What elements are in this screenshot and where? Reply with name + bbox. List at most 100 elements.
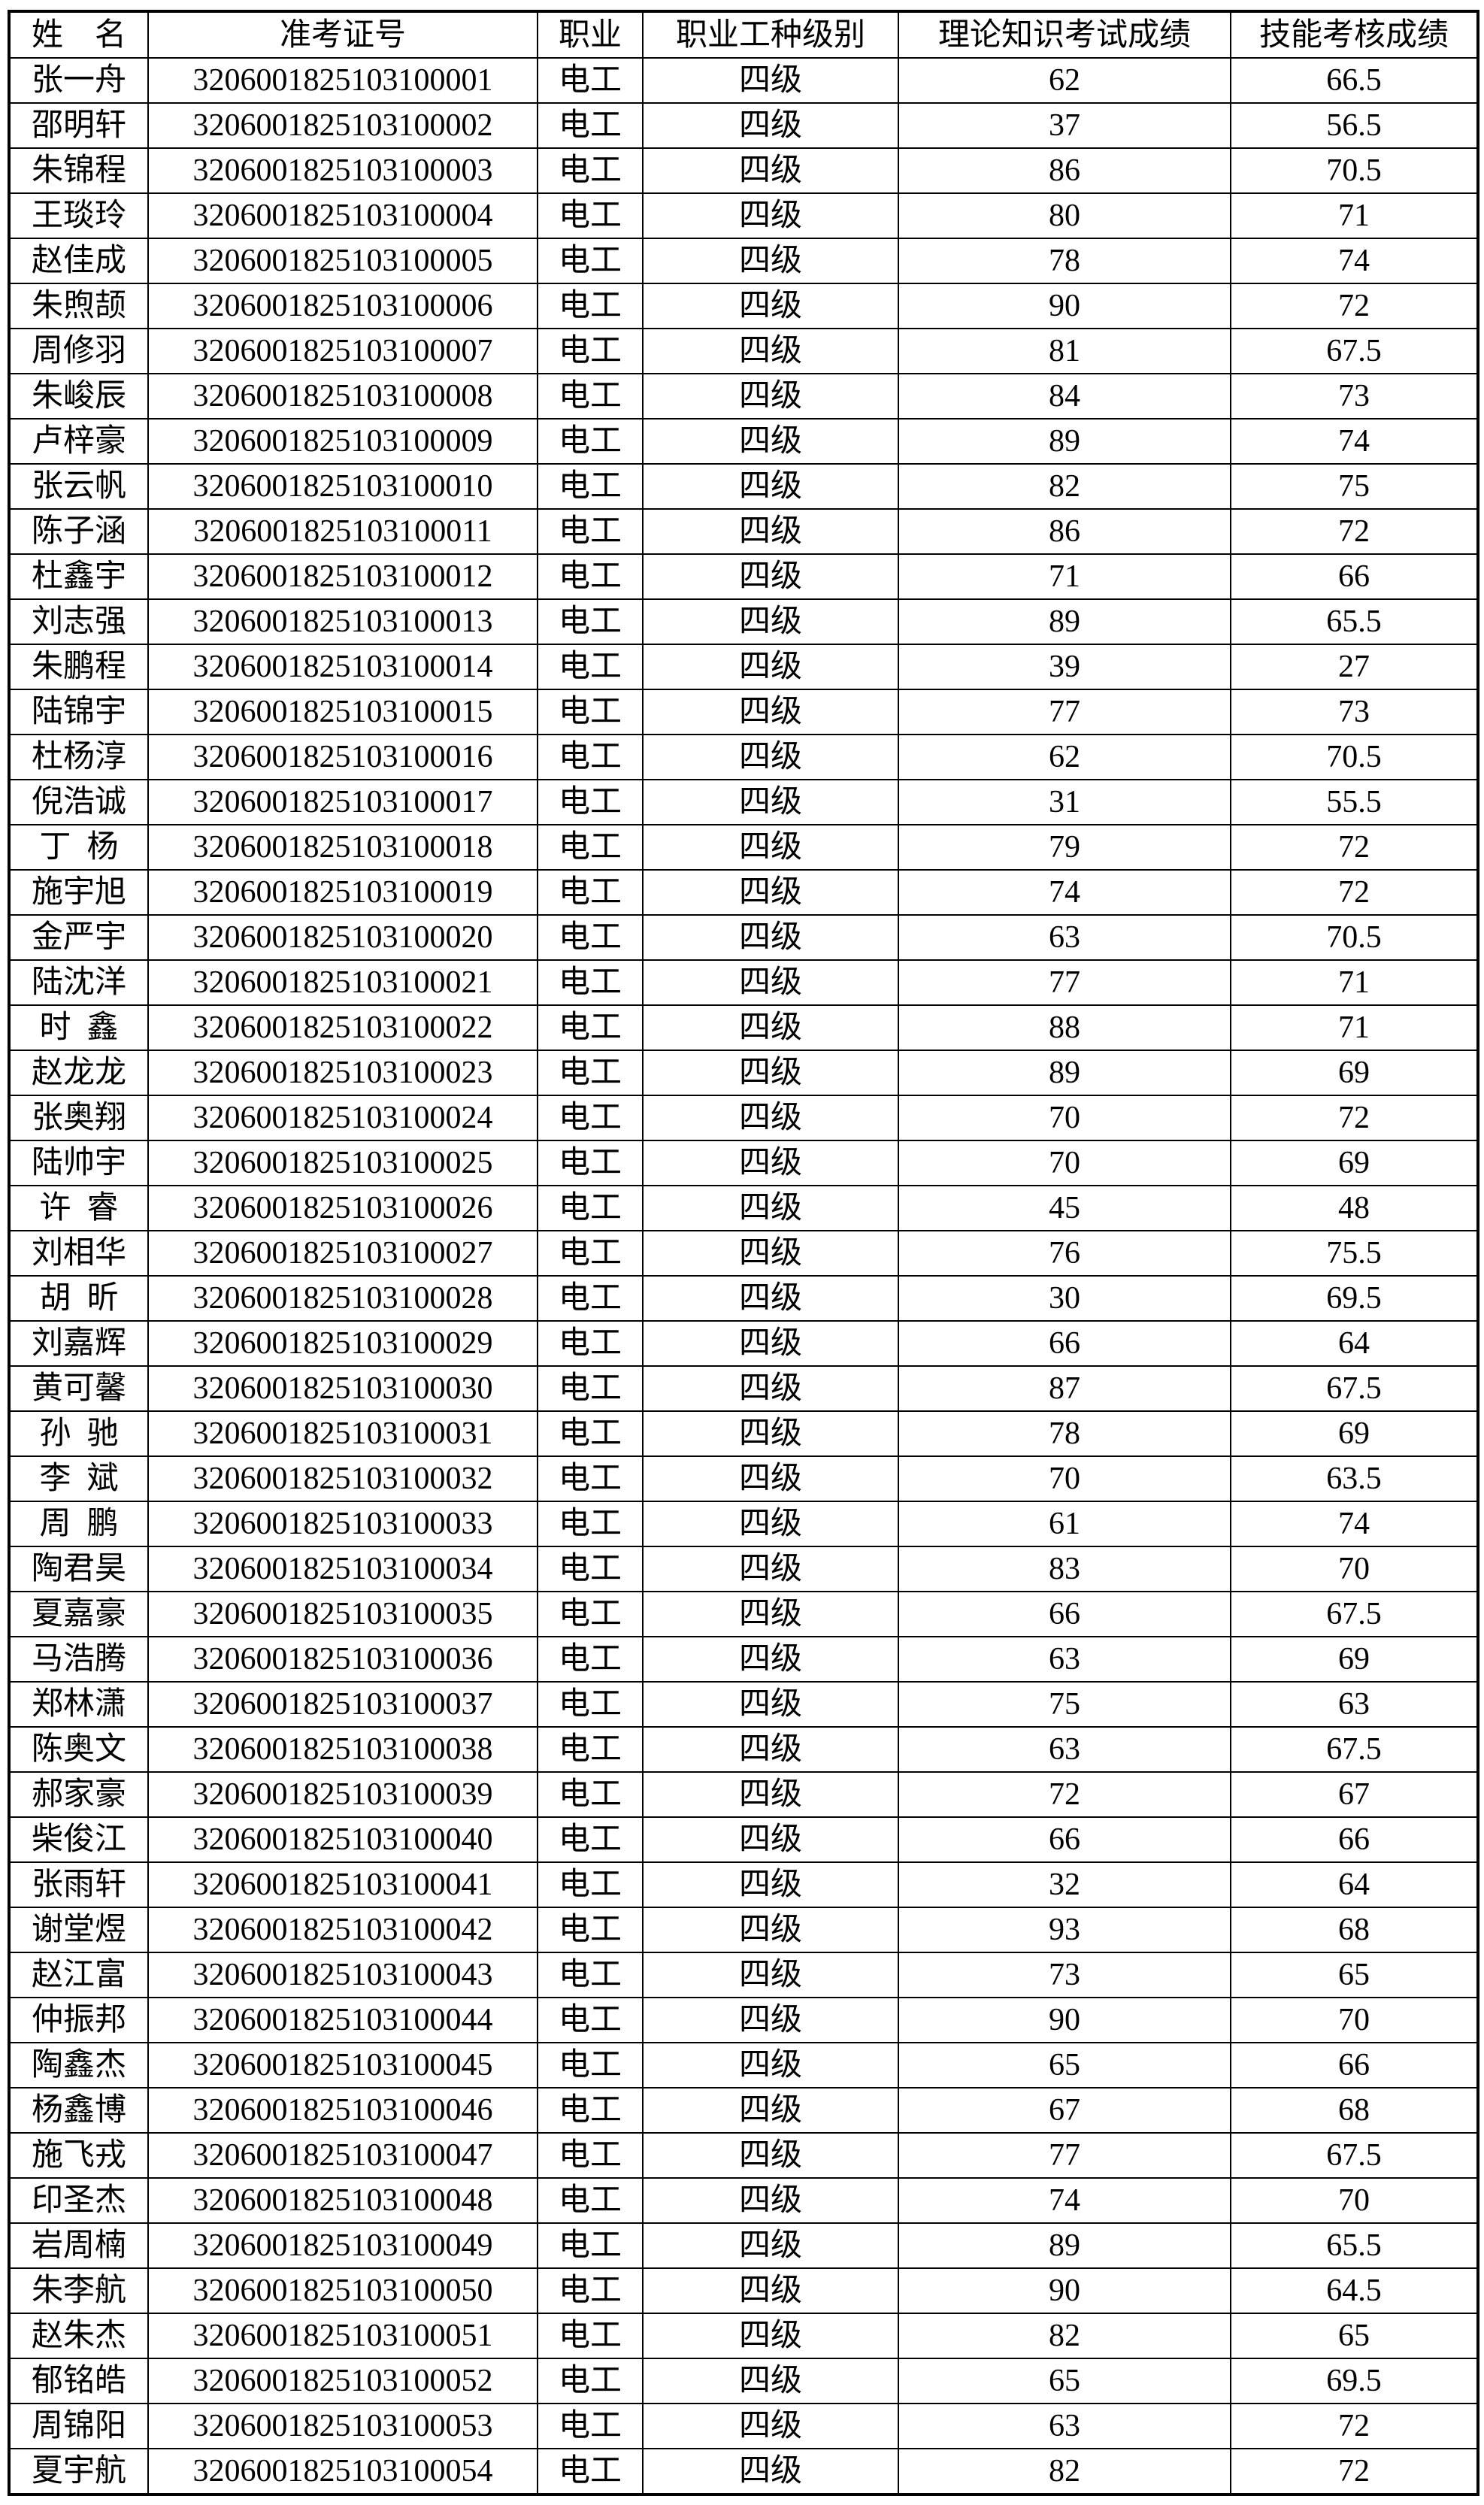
theory-score-cell: 90 — [898, 283, 1231, 329]
skill-score-cell: 74 — [1230, 418, 1479, 465]
ticket-number-cell: 3206001825103100051 — [147, 2313, 538, 2359]
ticket-number-cell: 3206001825103100009 — [147, 418, 538, 465]
table-row: 金严宇 3206001825103100020 电工 四级 63 70.5 — [8, 914, 1479, 961]
occupation-cell: 电工 — [537, 1907, 644, 1953]
occupation-level-cell: 四级 — [642, 2177, 899, 2224]
table-row: 杜杨淳 3206001825103100016 电工 四级 62 70.5 — [8, 734, 1479, 780]
table-row: 刘志强 3206001825103100013 电工 四级 89 65.5 — [8, 598, 1479, 645]
occupation-level-cell: 四级 — [642, 553, 899, 600]
theory-score-cell: 93 — [898, 1907, 1231, 1953]
ticket-number-cell: 3206001825103100040 — [147, 1816, 538, 1863]
occupation-level-cell: 四级 — [642, 1771, 899, 1818]
name-cell: 陶君昊 — [8, 1546, 149, 1592]
theory-score-cell: 89 — [898, 418, 1231, 465]
theory-score-cell: 66 — [898, 1320, 1231, 1367]
theory-score-cell: 90 — [898, 2267, 1231, 2314]
theory-score-cell: 62 — [898, 57, 1231, 104]
occupation-level-cell: 四级 — [642, 1185, 899, 1231]
skill-score-cell: 72 — [1230, 283, 1479, 329]
ticket-number-cell: 3206001825103100008 — [147, 373, 538, 420]
table-header: 姓 名 准考证号 职业 职业工种级别 理论知识考试成绩 技能考核成绩 — [8, 11, 1479, 59]
table-row: 陈子涵 3206001825103100011 电工 四级 86 72 — [8, 508, 1479, 555]
ticket-number-cell: 3206001825103100012 — [147, 553, 538, 600]
theory-score-cell: 71 — [898, 553, 1231, 600]
name-cell: 杜鑫宇 — [8, 553, 149, 600]
theory-score-cell: 62 — [898, 734, 1231, 780]
ticket-number-cell: 3206001825103100014 — [147, 644, 538, 690]
table-row: 周 鹏 3206001825103100033 电工 四级 61 74 — [8, 1501, 1479, 1547]
skill-score-cell: 73 — [1230, 689, 1479, 735]
table-row: 刘嘉辉 3206001825103100029 电工 四级 66 64 — [8, 1320, 1479, 1367]
occupation-level-cell: 四级 — [642, 463, 899, 510]
occupation-cell: 电工 — [537, 192, 644, 239]
theory-score-cell: 83 — [898, 1546, 1231, 1592]
occupation-cell: 电工 — [537, 1320, 644, 1367]
ticket-number-cell: 3206001825103100019 — [147, 869, 538, 916]
occupation-cell: 电工 — [537, 147, 644, 194]
header-skill-score: 技能考核成绩 — [1230, 11, 1479, 59]
table-row: 邵明轩 3206001825103100002 电工 四级 37 56.5 — [8, 102, 1479, 149]
table-row: 郁铭皓 3206001825103100052 电工 四级 65 69.5 — [8, 2358, 1479, 2404]
name-cell: 刘相华 — [8, 1230, 149, 1277]
occupation-cell: 电工 — [537, 2358, 644, 2404]
ticket-number-cell: 3206001825103100007 — [147, 328, 538, 374]
skill-score-cell: 69 — [1230, 1050, 1479, 1096]
occupation-cell: 电工 — [537, 2177, 644, 2224]
name-cell: 马浩腾 — [8, 1636, 149, 1683]
theory-score-cell: 76 — [898, 1230, 1231, 1277]
table-row: 柴俊江 3206001825103100040 电工 四级 66 66 — [8, 1816, 1479, 1863]
skill-score-cell: 56.5 — [1230, 102, 1479, 149]
skill-score-cell: 69 — [1230, 1636, 1479, 1683]
ticket-number-cell: 3206001825103100050 — [147, 2267, 538, 2314]
name-cell: 张云帆 — [8, 463, 149, 510]
skill-score-cell: 67 — [1230, 1771, 1479, 1818]
theory-score-cell: 86 — [898, 508, 1231, 555]
occupation-level-cell: 四级 — [642, 373, 899, 420]
name-cell: 杨鑫博 — [8, 2087, 149, 2134]
occupation-cell: 电工 — [537, 914, 644, 961]
skill-score-cell: 72 — [1230, 869, 1479, 916]
occupation-cell: 电工 — [537, 1771, 644, 1818]
table-row: 张雨轩 3206001825103100041 电工 四级 32 64 — [8, 1861, 1479, 1908]
table-row: 陶鑫杰 3206001825103100045 电工 四级 65 66 — [8, 2042, 1479, 2089]
table-row: 杨鑫博 3206001825103100046 电工 四级 67 68 — [8, 2087, 1479, 2134]
skill-score-cell: 65.5 — [1230, 2222, 1479, 2269]
skill-score-cell: 70 — [1230, 1997, 1479, 2043]
theory-score-cell: 75 — [898, 1681, 1231, 1728]
name-cell: 仲振邦 — [8, 1997, 149, 2043]
skill-score-cell: 69.5 — [1230, 1275, 1479, 1322]
ticket-number-cell: 3206001825103100046 — [147, 2087, 538, 2134]
skill-score-cell: 71 — [1230, 192, 1479, 239]
ticket-number-cell: 3206001825103100016 — [147, 734, 538, 780]
ticket-number-cell: 3206001825103100023 — [147, 1050, 538, 1096]
skill-score-cell: 65 — [1230, 1952, 1479, 1998]
name-cell: 周修羽 — [8, 328, 149, 374]
theory-score-cell: 89 — [898, 2222, 1231, 2269]
ticket-number-cell: 3206001825103100022 — [147, 1004, 538, 1051]
occupation-cell: 电工 — [537, 598, 644, 645]
occupation-cell: 电工 — [537, 644, 644, 690]
occupation-cell: 电工 — [537, 418, 644, 465]
theory-score-cell: 66 — [898, 1816, 1231, 1863]
occupation-cell: 电工 — [537, 689, 644, 735]
table-row: 陶君昊 3206001825103100034 电工 四级 83 70 — [8, 1546, 1479, 1592]
ticket-number-cell: 3206001825103100006 — [147, 283, 538, 329]
name-cell: 张一舟 — [8, 57, 149, 104]
occupation-cell: 电工 — [537, 1501, 644, 1547]
theory-score-cell: 88 — [898, 1004, 1231, 1051]
ticket-number-cell: 3206001825103100052 — [147, 2358, 538, 2404]
name-cell: 许 睿 — [8, 1185, 149, 1231]
occupation-level-cell: 四级 — [642, 1816, 899, 1863]
skill-score-cell: 70 — [1230, 1546, 1479, 1592]
table-row: 朱鹏程 3206001825103100014 电工 四级 39 27 — [8, 644, 1479, 690]
table-row: 朱李航 3206001825103100050 电工 四级 90 64.5 — [8, 2267, 1479, 2314]
name-cell: 朱煦颉 — [8, 283, 149, 329]
occupation-level-cell: 四级 — [642, 779, 899, 825]
ticket-number-cell: 3206001825103100032 — [147, 1455, 538, 1502]
table-row: 夏宇航 3206001825103100054 电工 四级 82 72 — [8, 2448, 1479, 2495]
theory-score-cell: 89 — [898, 598, 1231, 645]
occupation-level-cell: 四级 — [642, 283, 899, 329]
name-cell: 李 斌 — [8, 1455, 149, 1502]
ticket-number-cell: 3206001825103100044 — [147, 1997, 538, 2043]
ticket-number-cell: 3206001825103100033 — [147, 1501, 538, 1547]
